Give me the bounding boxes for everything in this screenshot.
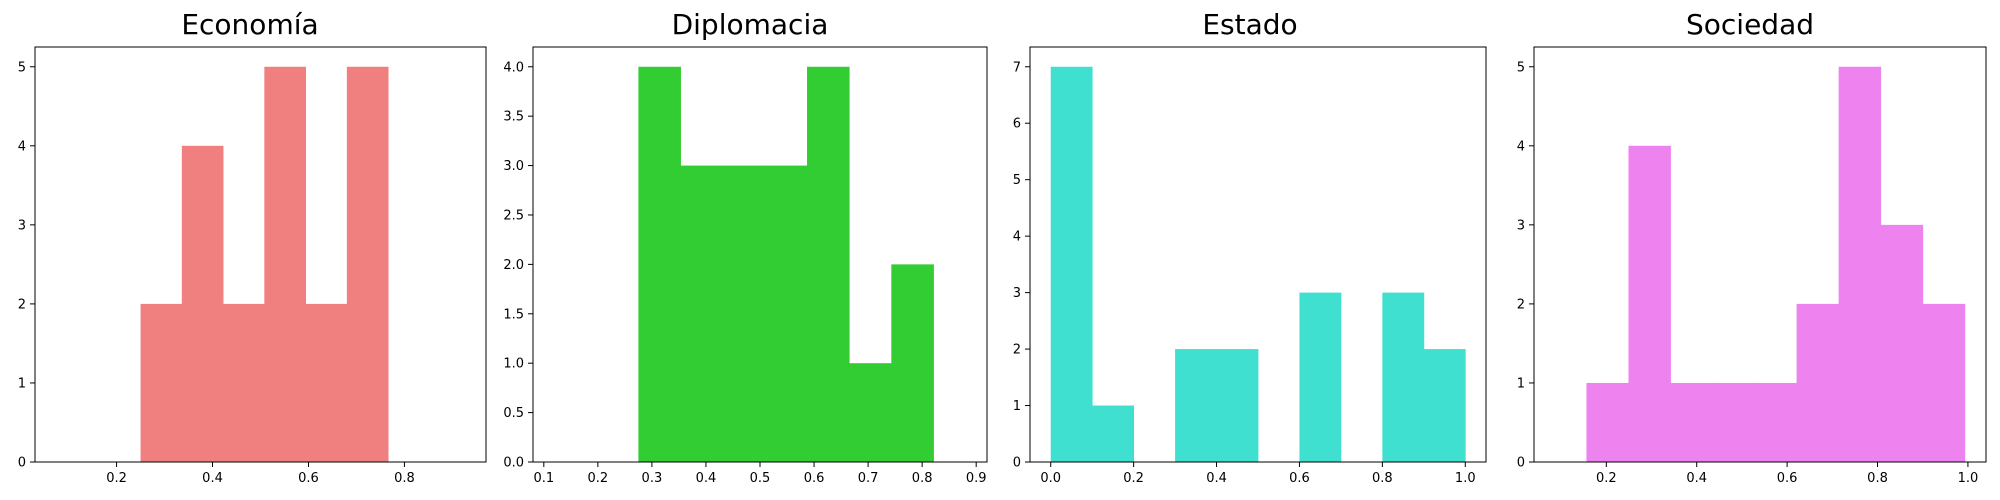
y-tick-label: 3 — [18, 218, 26, 233]
axes-frame — [1533, 46, 1987, 463]
y-tick-label: 1.0 — [503, 357, 524, 372]
histogram-bar — [1922, 303, 1966, 462]
y-tick-label: 2 — [1013, 343, 1021, 358]
histogram-bar — [1670, 382, 1713, 462]
x-tick-label: 0.4 — [1206, 471, 1227, 486]
histogram-bar — [1712, 382, 1755, 462]
x-tick-label: 0.2 — [588, 471, 609, 486]
histogram-bar — [1299, 292, 1342, 462]
histogram-bar — [1423, 349, 1466, 462]
x-tick-label: 0.2 — [1123, 471, 1144, 486]
y-tick-label: 1.5 — [503, 307, 524, 322]
y-tick-label: 5 — [18, 60, 26, 75]
y-tick-label: 2.5 — [503, 208, 524, 223]
y-tick-label: 3.0 — [503, 159, 524, 174]
y-tick-label: 3.5 — [503, 110, 524, 125]
y-tick-label: 4 — [1517, 139, 1525, 154]
histogram-bar — [1216, 349, 1259, 462]
histogram-bar — [849, 363, 892, 462]
histogram-bar — [680, 165, 724, 462]
y-tick-label: 0.0 — [503, 456, 524, 471]
histogram-bar — [140, 303, 183, 462]
histogram-bar — [764, 165, 808, 462]
x-tick-label: 0.0 — [1040, 471, 1061, 486]
y-tick-label: 4.0 — [503, 60, 524, 75]
x-tick-label: 0.4 — [696, 471, 717, 486]
y-tick-label: 0 — [1517, 456, 1525, 471]
y-tick-label: 1 — [1013, 399, 1021, 414]
y-tick-label: 4 — [18, 139, 26, 154]
chart-title: Sociedad — [1685, 8, 1814, 41]
histogram-bar — [1796, 303, 1840, 462]
axes-frame — [1029, 46, 1487, 463]
y-tick-label: 5 — [1517, 60, 1525, 75]
x-tick-label: 0.5 — [750, 471, 771, 486]
histogram-bar — [722, 165, 766, 462]
histogram-bar — [638, 66, 681, 462]
histogram-bar — [264, 66, 306, 462]
chart-canvas: 0.1 0.2 0.3 0.4 0.5 0.6 0.7 0.8 0.9 0.0 0.5 1.0 1.5 2… — [503, 46, 988, 486]
y-tick-label: 3 — [1517, 218, 1525, 233]
chart-canvas: 0.0 0.2 0.4 0.6 0.8 1.0 0 1 2 3 4 5 6 7 — [1013, 46, 1487, 486]
x-tick-label: 0.8 — [912, 471, 933, 486]
x-tick-label: 0.2 — [106, 471, 127, 486]
chart-panel-estado: Estado 0.0 0.2 0.4 0.6 0.8 1.0 0 1 2 3 4 5 6 7 — [1000, 0, 1500, 500]
x-tick-label: 0.7 — [858, 471, 879, 486]
x-tick-label: 0.2 — [1596, 471, 1617, 486]
y-tick-label: 6 — [1013, 117, 1021, 132]
histogram-bar — [1586, 382, 1629, 462]
axes-frame — [34, 46, 487, 463]
y-tick-label: 1 — [18, 376, 26, 391]
chart-canvas: 0.2 0.4 0.6 0.8 1.0 0 1 2 3 4 5 — [1517, 46, 1987, 486]
chart-title: Diplomacia — [671, 8, 829, 41]
y-tick-label: 2 — [18, 297, 26, 312]
y-tick-label: 4 — [1013, 230, 1021, 245]
y-tick-label: 0 — [1013, 456, 1021, 471]
histogram-bar — [181, 145, 224, 462]
y-tick-label: 3 — [1013, 286, 1021, 301]
histogram-bar — [1175, 349, 1217, 462]
histogram-bar — [346, 66, 389, 462]
histogram-bar — [891, 264, 934, 462]
x-tick-label: 0.3 — [642, 471, 663, 486]
x-tick-label: 0.8 — [1867, 471, 1888, 486]
chart-panel-diplomacia: Diplomacia 0.1 0.2 0.3 0.4 0.5 0.6 0.7 0.8 0.9 0.… — [500, 0, 1000, 500]
y-tick-label: 5 — [1013, 173, 1021, 188]
y-tick-label: 0.5 — [503, 406, 524, 421]
histogram-bar — [1628, 145, 1671, 462]
histogram-bar — [305, 303, 348, 462]
y-tick-label: 2 — [1517, 297, 1525, 312]
histogram-bar — [1050, 66, 1093, 462]
x-tick-label: 0.8 — [1372, 471, 1393, 486]
x-tick-label: 0.4 — [202, 471, 223, 486]
y-tick-label: 0 — [18, 456, 26, 471]
x-tick-label: 1.0 — [1455, 471, 1476, 486]
histogram-bar — [1838, 66, 1882, 462]
x-tick-label: 0.6 — [804, 471, 825, 486]
chart-title: Estado — [1202, 8, 1298, 41]
chart-title: Economía — [181, 8, 319, 41]
histogram-bar — [1092, 405, 1135, 462]
histogram-bar — [807, 66, 850, 462]
x-tick-label: 0.6 — [1289, 471, 1310, 486]
x-tick-label: 0.9 — [966, 471, 987, 486]
y-tick-label: 1 — [1517, 376, 1525, 391]
histogram-bar — [223, 303, 265, 462]
chart-panel-economia: Economía 0.2 0.4 0.6 0.8 0 1 2 3 4 5 — [0, 0, 500, 500]
chart-canvas: 0.2 0.4 0.6 0.8 0 1 2 3 4 5 — [18, 46, 487, 486]
histogram-bar — [1880, 224, 1924, 462]
y-tick-label: 2.0 — [503, 258, 524, 273]
histogram-bar — [1382, 292, 1425, 462]
histogram-bar — [1754, 382, 1798, 462]
x-tick-label: 0.6 — [1777, 471, 1798, 486]
chart-panel-sociedad: Sociedad 0.2 0.4 0.6 0.8 1.0 0 1 2 3 4 5 — [1500, 0, 2000, 500]
x-tick-label: 0.8 — [394, 471, 415, 486]
x-tick-label: 0.6 — [298, 471, 319, 486]
x-tick-label: 0.4 — [1686, 471, 1707, 486]
x-tick-label: 1.0 — [1958, 471, 1979, 486]
y-tick-label: 7 — [1013, 60, 1021, 75]
x-tick-label: 0.1 — [533, 471, 554, 486]
